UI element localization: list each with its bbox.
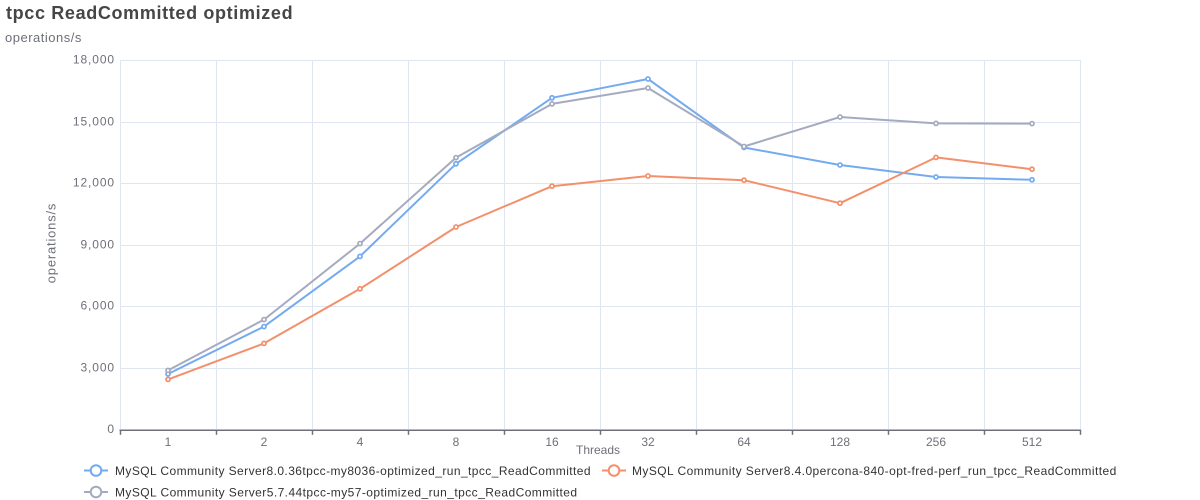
svg-text:16: 16 (545, 435, 559, 449)
svg-text:operations/s: operations/s (5, 30, 82, 45)
svg-text:9,000: 9,000 (80, 238, 115, 252)
svg-text:MySQL Community Server8.0.36tp: MySQL Community Server8.0.36tpcc-my8036-… (115, 464, 591, 478)
svg-text:tpcc ReadCommitted optimized: tpcc ReadCommitted optimized (6, 3, 293, 23)
svg-text:6,000: 6,000 (80, 299, 115, 313)
svg-text:MySQL Community Server5.7.44tp: MySQL Community Server5.7.44tpcc-my57-op… (115, 486, 578, 500)
svg-text:1: 1 (165, 435, 172, 449)
svg-text:256: 256 (926, 435, 946, 449)
svg-text:128: 128 (830, 435, 850, 449)
svg-text:12,000: 12,000 (73, 176, 115, 190)
svg-text:18,000: 18,000 (73, 53, 115, 67)
svg-text:operations/s: operations/s (44, 203, 59, 283)
svg-text:2: 2 (261, 435, 268, 449)
svg-text:15,000: 15,000 (73, 115, 115, 129)
svg-text:0: 0 (107, 422, 115, 436)
svg-text:3,000: 3,000 (80, 361, 115, 375)
svg-text:32: 32 (641, 435, 655, 449)
svg-text:Threads: Threads (576, 443, 620, 457)
svg-text:512: 512 (1022, 435, 1042, 449)
svg-text:MySQL Community Server8.4.0per: MySQL Community Server8.4.0percona-840-o… (632, 464, 1117, 478)
svg-text:4: 4 (357, 435, 364, 449)
svg-text:64: 64 (737, 435, 751, 449)
svg-text:8: 8 (453, 435, 460, 449)
